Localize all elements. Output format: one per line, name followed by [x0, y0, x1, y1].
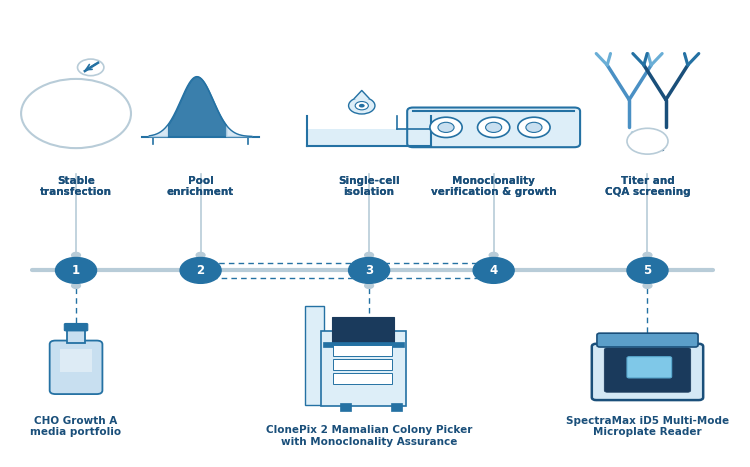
FancyBboxPatch shape: [391, 403, 402, 411]
Circle shape: [430, 117, 462, 137]
FancyBboxPatch shape: [305, 306, 325, 405]
FancyBboxPatch shape: [321, 331, 406, 406]
FancyBboxPatch shape: [68, 330, 85, 343]
FancyBboxPatch shape: [333, 359, 392, 370]
Circle shape: [489, 253, 498, 258]
FancyBboxPatch shape: [64, 324, 88, 331]
Circle shape: [627, 128, 668, 154]
FancyBboxPatch shape: [592, 344, 703, 400]
Circle shape: [196, 253, 205, 258]
Text: Stable
transfection: Stable transfection: [40, 176, 112, 198]
FancyBboxPatch shape: [627, 357, 672, 378]
Text: SpectraMax iD5 Multi-Mode
Microplate Reader: SpectraMax iD5 Multi-Mode Microplate Rea…: [566, 416, 729, 438]
Polygon shape: [355, 91, 369, 98]
FancyBboxPatch shape: [50, 340, 103, 394]
Circle shape: [180, 257, 221, 283]
Circle shape: [364, 253, 374, 258]
Text: Stable
transfection: Stable transfection: [40, 176, 112, 198]
Text: 3: 3: [365, 264, 374, 277]
Circle shape: [627, 257, 668, 283]
Circle shape: [485, 122, 502, 133]
Circle shape: [21, 79, 131, 148]
Circle shape: [478, 117, 510, 137]
Text: ClonePix 2 Mamalian Colony Picker
with Monoclonality Assurance: ClonePix 2 Mamalian Colony Picker with M…: [266, 425, 472, 446]
FancyBboxPatch shape: [604, 348, 691, 392]
Circle shape: [56, 257, 97, 283]
FancyBboxPatch shape: [307, 129, 431, 146]
Text: 2: 2: [196, 264, 205, 277]
Text: 5: 5: [644, 264, 652, 277]
Text: CHO Growth A
media portfolio: CHO Growth A media portfolio: [31, 416, 122, 438]
Text: Monoclonality
verification & growth: Monoclonality verification & growth: [430, 176, 556, 198]
FancyBboxPatch shape: [323, 342, 404, 347]
Text: Pool
enrichment: Pool enrichment: [167, 176, 234, 198]
Text: Monoclonality
verification & growth: Monoclonality verification & growth: [430, 176, 556, 198]
FancyBboxPatch shape: [333, 373, 392, 384]
Circle shape: [356, 101, 368, 110]
Circle shape: [518, 117, 550, 137]
FancyBboxPatch shape: [340, 403, 351, 411]
Circle shape: [358, 104, 364, 107]
Text: 4: 4: [490, 264, 498, 277]
Text: Single-cell
isolation: Single-cell isolation: [338, 176, 400, 198]
FancyBboxPatch shape: [60, 349, 92, 372]
FancyBboxPatch shape: [597, 333, 698, 347]
Circle shape: [643, 253, 652, 258]
Text: Titer and
CQA screening: Titer and CQA screening: [604, 176, 690, 198]
Circle shape: [77, 59, 104, 76]
Text: Single-cell
isolation: Single-cell isolation: [338, 176, 400, 198]
Circle shape: [72, 283, 80, 289]
Circle shape: [643, 283, 652, 289]
Circle shape: [349, 98, 375, 114]
Circle shape: [438, 122, 454, 133]
FancyBboxPatch shape: [332, 317, 394, 344]
FancyBboxPatch shape: [407, 107, 580, 147]
Circle shape: [72, 253, 80, 258]
Circle shape: [364, 283, 374, 289]
Text: Titer and
CQA screening: Titer and CQA screening: [604, 176, 690, 198]
Circle shape: [349, 257, 389, 283]
Text: 1: 1: [72, 264, 80, 277]
Text: Pool
enrichment: Pool enrichment: [167, 176, 234, 198]
Circle shape: [526, 122, 542, 133]
Circle shape: [473, 257, 514, 283]
FancyBboxPatch shape: [333, 345, 392, 356]
